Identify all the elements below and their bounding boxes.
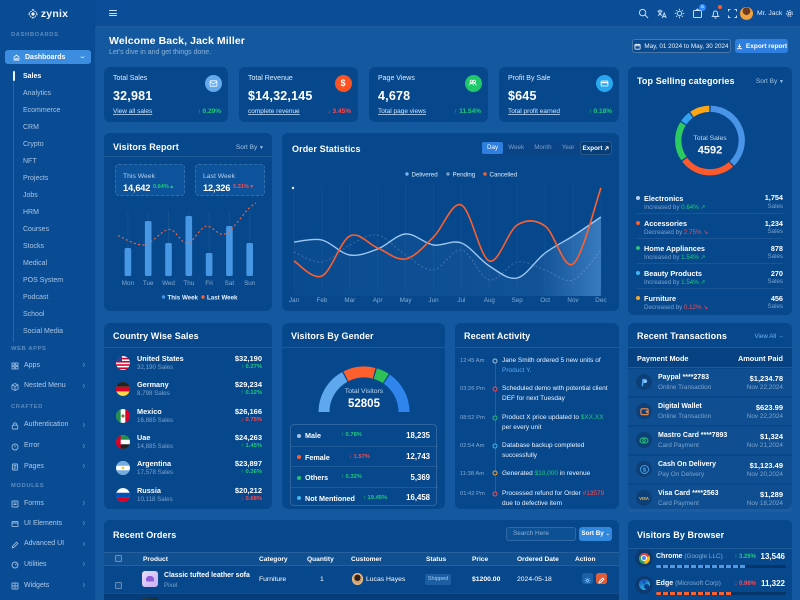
- svg-text:Mon: Mon: [122, 280, 135, 287]
- svg-text:Sun: Sun: [244, 280, 256, 287]
- svg-text:Total Sales: Total Sales: [693, 135, 727, 142]
- svg-text:Tue: Tue: [143, 280, 154, 287]
- svg-text:This Week: This Week: [168, 294, 199, 301]
- svg-text:Thu: Thu: [183, 280, 194, 287]
- svg-text:Cancelled: Cancelled: [490, 171, 518, 178]
- svg-text:Feb: Feb: [316, 297, 327, 304]
- svg-text:Jul: Jul: [457, 297, 465, 304]
- svg-text:Last Week: Last Week: [207, 294, 238, 301]
- svg-text:Aug: Aug: [484, 297, 496, 304]
- svg-text:Oct: Oct: [540, 297, 550, 304]
- svg-text:Jan: Jan: [289, 297, 300, 304]
- svg-text:52805: 52805: [348, 398, 381, 410]
- svg-text:Pending: Pending: [453, 171, 476, 178]
- svg-text:Total Visitors: Total Visitors: [345, 388, 384, 395]
- svg-text:Jun: Jun: [428, 297, 439, 304]
- svg-text:Delivered: Delivered: [412, 171, 439, 178]
- svg-text:Apr: Apr: [373, 297, 383, 304]
- svg-text:Mar: Mar: [344, 297, 355, 304]
- svg-text:Sep: Sep: [512, 297, 524, 304]
- svg-text:Wed: Wed: [162, 280, 175, 287]
- svg-text:$: $: [642, 467, 646, 473]
- svg-text:May: May: [400, 297, 413, 304]
- svg-text:Nov: Nov: [567, 297, 579, 304]
- svg-text:Sat: Sat: [225, 280, 235, 287]
- svg-text:4592: 4592: [698, 145, 722, 157]
- svg-text:Dec: Dec: [595, 297, 606, 304]
- svg-text:VISA: VISA: [639, 496, 649, 501]
- svg-text:Fri: Fri: [205, 280, 212, 287]
